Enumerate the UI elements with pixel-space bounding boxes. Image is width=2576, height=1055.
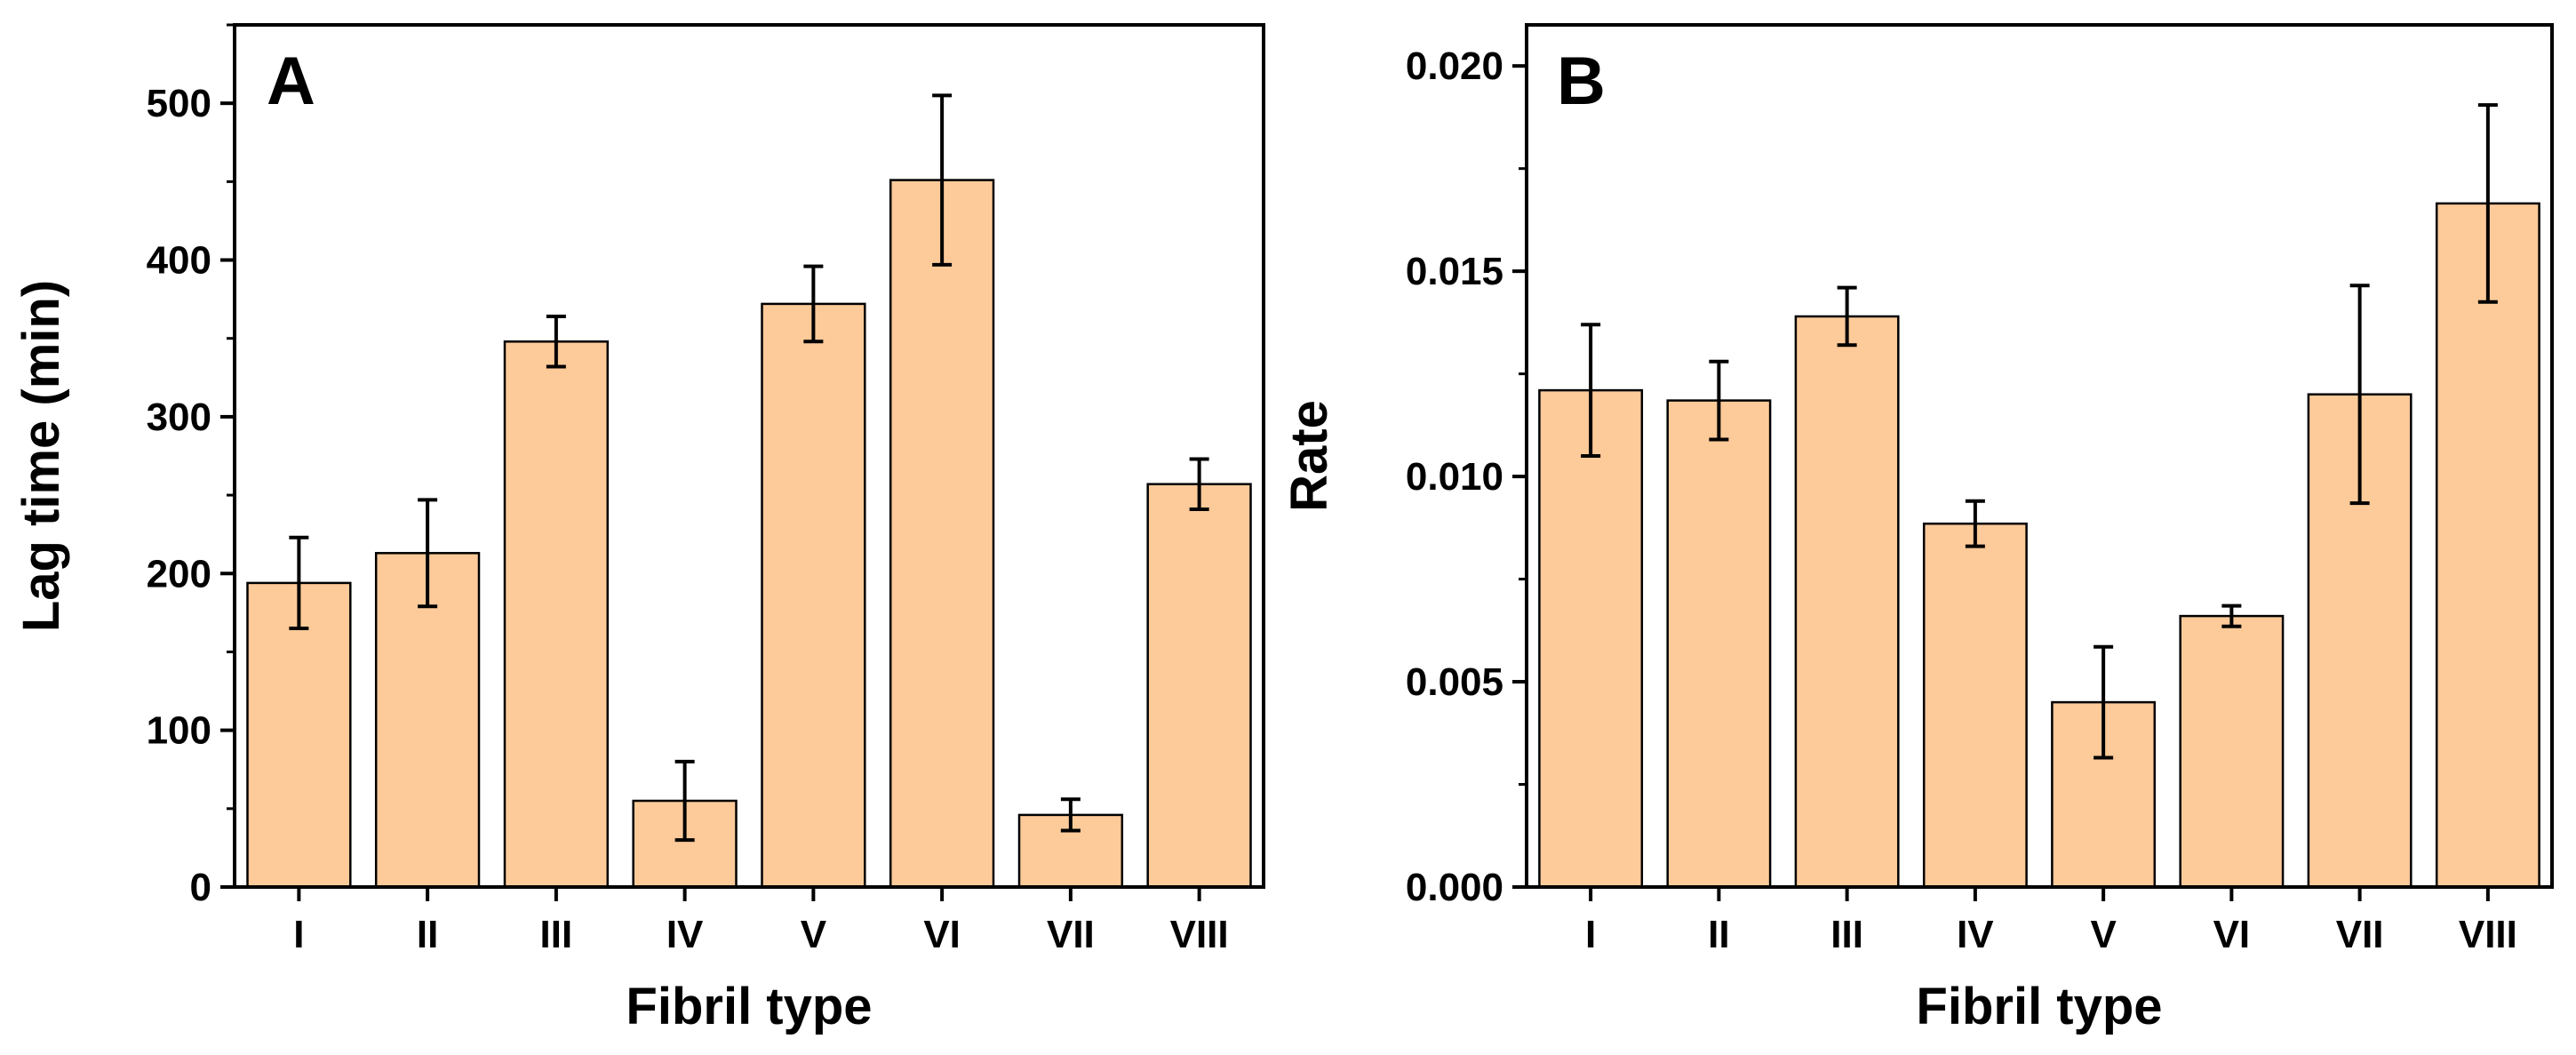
panel-letter: B [1557,44,1606,119]
bar-iv [1922,522,2028,889]
error-bar-ii [1709,359,1729,442]
error-bar-v [2093,644,2114,760]
bar-vi [889,179,995,889]
error-bar-iii [1837,285,1857,348]
error-bar-vi [932,93,953,267]
y-tick-label: 0.000 [1406,866,1503,909]
x-tick-label: VII [2336,913,2384,956]
error-bar-vi [2221,603,2242,628]
error-bar-viii [1189,457,1209,511]
x-tick-label: I [293,913,304,956]
error-bar-iv [1965,499,1985,548]
y-tick-label: 500 [147,82,211,125]
x-axis-title: Fibril type [1916,978,2162,1035]
error-bar-vii [2349,284,2370,506]
bar-i [246,581,352,889]
bar-viii [2435,202,2540,889]
x-tick-label: VII [1047,913,1095,956]
y-tick-label: 0 [190,866,211,909]
error-bar-i [289,535,309,630]
x-axis-title: Fibril type [626,978,872,1035]
x-tick-label: V [801,913,827,956]
bar-vii [1017,813,1124,889]
error-bar-v [803,264,824,344]
panel-letter: A [267,44,315,119]
x-tick-label: II [417,913,438,956]
y-tick-label: 0.015 [1406,250,1503,293]
error-bar-iv [674,759,695,843]
error-bar-vii [1060,797,1081,833]
plot-frame [233,23,1265,889]
y-axis-title: Rate [1280,400,1338,512]
x-tick-label: VIII [1170,913,1229,956]
x-tick-label: II [1708,913,1729,956]
y-tick-label: 300 [147,396,211,439]
x-tick-label: IV [666,913,704,956]
y-tick-label: 200 [147,552,211,595]
y-tick-label: 100 [147,709,211,753]
bar-iii [503,340,610,889]
y-tick-label: 0.010 [1406,455,1503,499]
x-tick-label: IV [1957,913,1994,956]
x-tick-label: VIII [2459,913,2517,956]
bar-iii [1794,315,1900,889]
x-tick-label: III [1830,913,1863,956]
error-bar-iii [546,315,566,369]
error-bar-viii [2477,103,2498,304]
bar-viii [1146,483,1252,889]
error-bar-ii [418,498,438,609]
x-tick-label: I [1585,913,1596,956]
y-tick-label: 0.020 [1406,44,1503,88]
y-axis-title: Lag time (min) [12,280,70,632]
x-tick-label: VI [2213,913,2251,956]
bar-ii [374,552,481,889]
y-tick-label: 0.005 [1406,660,1503,704]
plot-frame [1525,23,2554,889]
bar-ii [1666,399,1772,889]
bar-v [761,302,866,889]
x-tick-label: V [2090,913,2117,956]
y-tick-label: 400 [147,239,211,283]
bar-vi [2179,614,2285,889]
error-bar-i [1581,323,1601,458]
bar-i [1538,388,1644,889]
x-tick-label: VI [923,913,961,956]
x-tick-label: III [540,913,573,956]
